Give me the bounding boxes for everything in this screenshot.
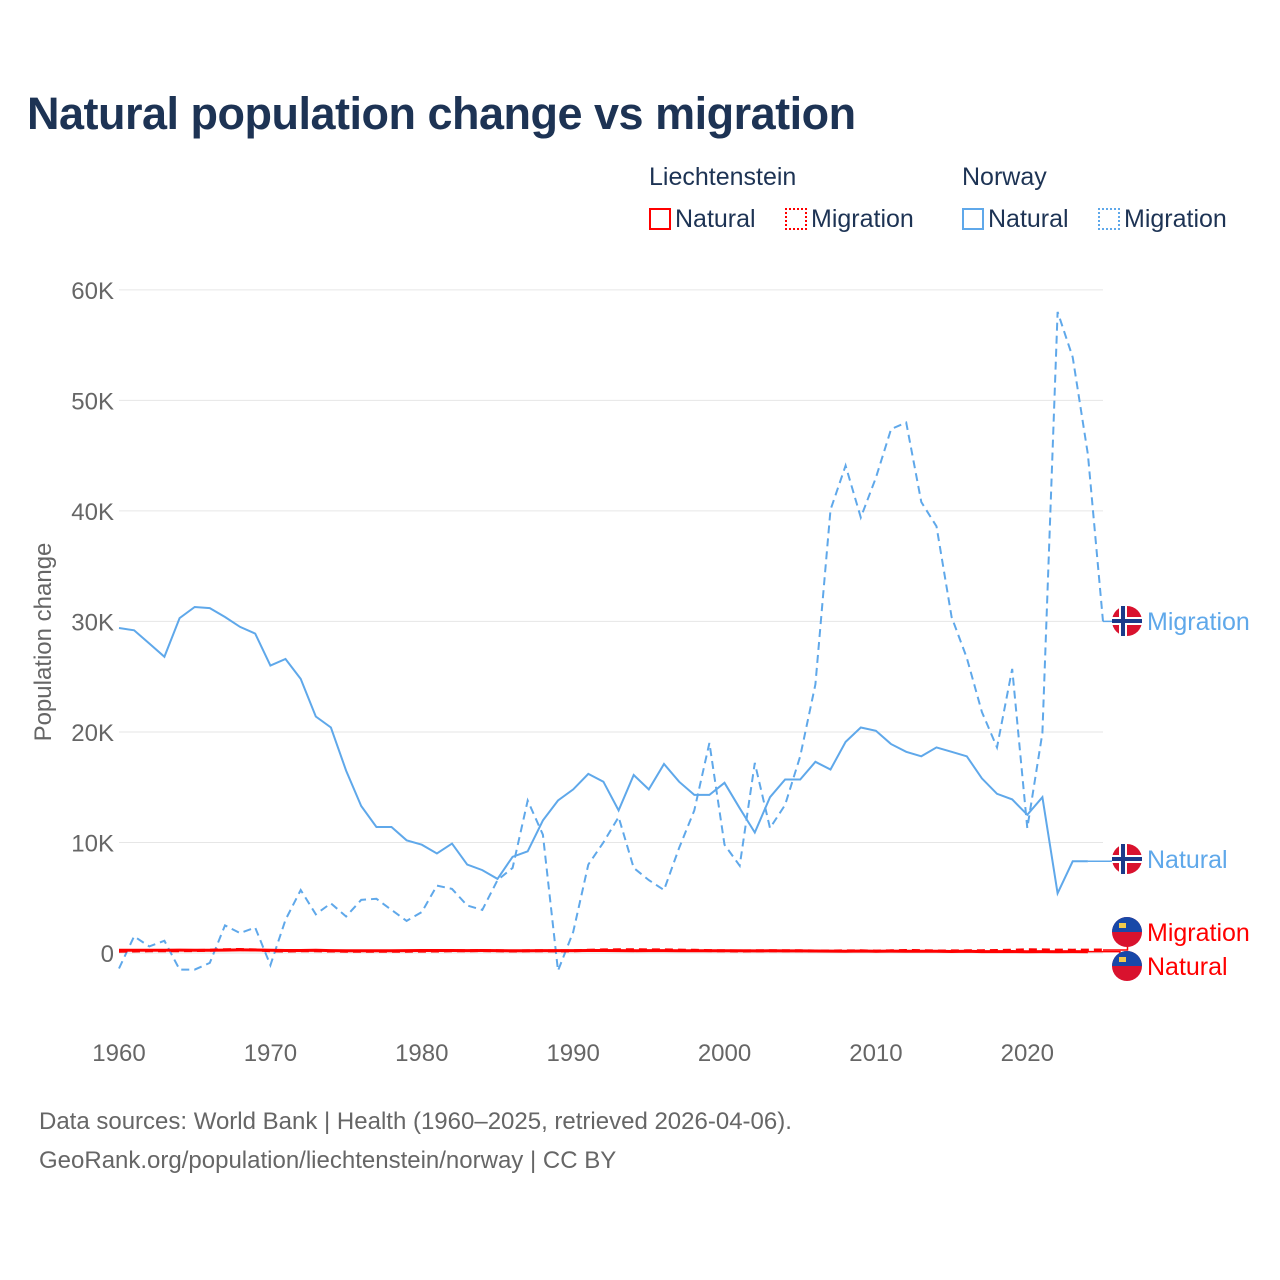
end-label-liechtenstein-migration: Migration (1147, 919, 1250, 947)
legend-swatch (1098, 208, 1120, 230)
end-label-liechtenstein-natural: Natural (1147, 953, 1228, 981)
y-tick-label: 40K (71, 499, 114, 526)
end-label-norway-natural: Natural (1147, 846, 1228, 874)
legend-item-norway-migration[interactable]: Migration (1098, 205, 1227, 234)
flag-cross (1112, 619, 1142, 623)
flag-cross (1121, 844, 1125, 874)
y-tick-label: 10K (71, 830, 114, 857)
series-line-norway-natural (118, 605, 1088, 897)
series-line-norway-migration (118, 311, 1104, 972)
flag-cross (1121, 606, 1125, 636)
legend-swatch (785, 208, 807, 230)
legend-group-liechtenstein: Liechtenstein (649, 163, 797, 191)
legend-item-norway-natural[interactable]: Natural (962, 205, 1069, 234)
flag-stripe (1112, 917, 1142, 932)
source-line-2: GeoRank.org/population/liechtenstein/nor… (39, 1147, 617, 1174)
y-tick-label: 50K (71, 388, 114, 415)
y-axis-label: Population change (30, 543, 57, 742)
y-tick-label: 20K (71, 720, 114, 747)
chart-title: Natural population change vs migration (27, 88, 856, 139)
crown-icon (1119, 923, 1126, 928)
legend-label: Natural (988, 205, 1069, 233)
legend-swatch (962, 208, 984, 230)
x-tick-label: 1960 (92, 1040, 145, 1067)
y-tick-label: 30K (71, 609, 114, 636)
x-tick-label: 1980 (395, 1040, 448, 1067)
legend-swatch (649, 208, 671, 230)
legend-label: Migration (811, 205, 914, 233)
legend-item-liechtenstein-migration[interactable]: Migration (785, 205, 914, 234)
legend-label: Migration (1124, 205, 1227, 233)
source-line-1: Data sources: World Bank | Health (1960–… (39, 1108, 792, 1135)
flag-stripe (1112, 951, 1142, 966)
crown-icon (1119, 957, 1126, 962)
x-tick-label: 1970 (244, 1040, 297, 1067)
legend-group-norway: Norway (962, 163, 1047, 191)
end-label-norway-migration: Migration (1147, 608, 1250, 636)
x-tick-label: 1990 (546, 1040, 599, 1067)
legend-item-liechtenstein-natural[interactable]: Natural (649, 205, 756, 234)
series-line-liechtenstein-natural (118, 948, 1088, 954)
legend-label: Natural (675, 205, 756, 233)
y-tick-label: 0 (101, 941, 114, 968)
x-tick-label: 2010 (849, 1040, 902, 1067)
x-tick-label: 2020 (1001, 1040, 1054, 1067)
flag-cross (1112, 857, 1142, 861)
x-tick-label: 2000 (698, 1040, 751, 1067)
y-tick-label: 60K (71, 278, 114, 305)
